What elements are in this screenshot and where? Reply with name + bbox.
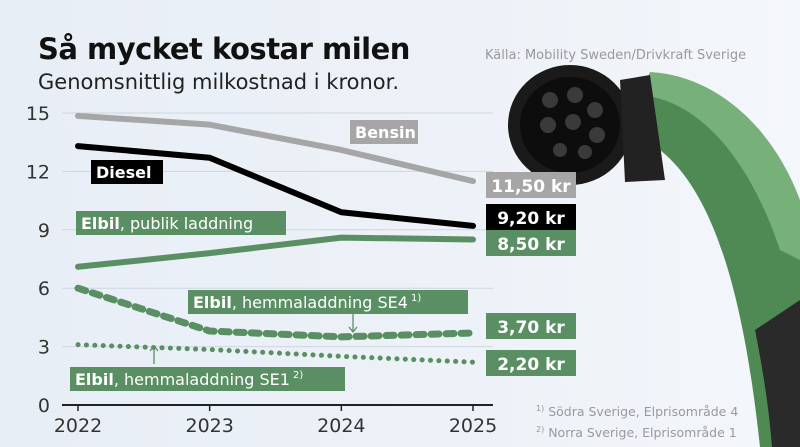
series-footnote-marker: 1) [411, 293, 421, 304]
series-line-1 [75, 143, 476, 229]
chart-title: Så mycket kostar milen [38, 32, 410, 66]
end-value-label: 11,50 kr [491, 177, 571, 197]
footnote-2-text: Norra Sverige, Elprisområde 1 [548, 425, 737, 441]
series-footnote-marker: 2) [293, 370, 303, 381]
y-tick-label: 0 [38, 395, 50, 417]
end-label-box [486, 204, 576, 230]
series-line-2 [75, 234, 476, 270]
x-tick-label: 2022 [54, 415, 102, 437]
x-tick-label: 2024 [317, 415, 365, 437]
end-value-label: 2,20 kr [497, 355, 565, 375]
series-name-label: Elbil, publik laddning [81, 214, 253, 233]
footnotes: 1) Södra Sverige, Elprisområde 4 2) Norr… [536, 400, 738, 442]
end-value-label: 3,70 kr [497, 318, 565, 338]
series-line-0 [75, 112, 476, 185]
x-tick-label: 2025 [449, 415, 497, 437]
series-name-bold: Elbil [75, 370, 114, 389]
series-name-box [76, 211, 286, 235]
series-name-label: Diesel [96, 163, 151, 182]
y-tick-label: 15 [26, 103, 50, 125]
end-label-box [486, 313, 576, 339]
series-name-rest: , publik laddning [120, 214, 253, 233]
series-name-box [188, 290, 468, 314]
footnote-1-text: Södra Sverige, Elprisområde 4 [548, 404, 739, 420]
series-line-4 [75, 342, 476, 365]
footnote-2: 2) Norra Sverige, Elprisområde 1 [536, 425, 737, 441]
x-tick-label: 2023 [185, 415, 233, 437]
y-tick-label: 3 [38, 337, 50, 359]
series-name-rest: , hemmaladdning SE4 [232, 293, 408, 312]
end-value-label: 8,50 kr [497, 235, 565, 255]
series-name-label: Bensin [355, 123, 416, 142]
end-label-box [486, 230, 576, 256]
series-name-rest: , hemmaladdning SE1 [114, 370, 290, 389]
footnote-1: 1) Södra Sverige, Elprisområde 4 [536, 404, 739, 420]
source-text: Källa: Mobility Sweden/Drivkraft Sverige [485, 48, 747, 63]
series-name-label: Elbil, hemmaladdning SE4 1) [193, 293, 421, 312]
series-name-label: Elbil, hemmaladdning SE1 2) [75, 370, 303, 389]
series-name-bold: Bensin [355, 123, 416, 142]
series-name-bold: Elbil [193, 293, 232, 312]
y-tick-label: 12 [26, 161, 50, 183]
series-name-box [350, 120, 418, 144]
chart-subtitle: Genomsnittlig milkostnad i kronor. [38, 70, 400, 94]
arrow-head [348, 326, 358, 334]
y-tick-label: 6 [38, 278, 50, 300]
end-label-box [486, 350, 576, 376]
series-line-3 [74, 284, 477, 341]
end-value-label: 9,20 kr [497, 209, 565, 229]
series-name-bold: Elbil [81, 214, 120, 233]
series-name-box [70, 367, 345, 391]
series-name-bold: Diesel [96, 163, 151, 182]
y-tick-label: 9 [38, 220, 50, 242]
end-label-box [486, 172, 576, 198]
series-name-box [91, 160, 163, 184]
arrow-head [149, 344, 159, 352]
